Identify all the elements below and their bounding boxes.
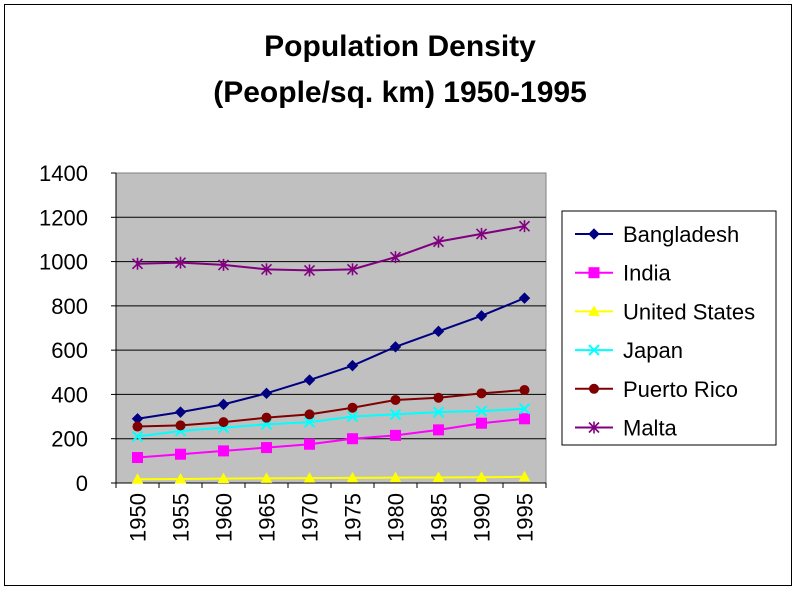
point-japan bbox=[518, 403, 531, 415]
point-malta bbox=[174, 256, 187, 269]
point-united-states bbox=[217, 472, 230, 484]
point-india bbox=[433, 424, 444, 436]
legend-marker-bangladesh bbox=[588, 228, 600, 240]
point-japan bbox=[475, 405, 488, 417]
point-malta bbox=[346, 263, 359, 276]
point-puerto-rico bbox=[261, 412, 272, 423]
series-line-united-states bbox=[137, 475, 525, 481]
x-tick-label: 1970 bbox=[298, 493, 323, 542]
point-japan bbox=[432, 406, 445, 418]
legend-label-bangladesh: Bangladesh bbox=[623, 222, 739, 247]
point-india bbox=[304, 438, 315, 450]
x-tick-label: 1990 bbox=[470, 493, 495, 542]
point-puerto-rico bbox=[347, 402, 358, 413]
x-tick-label: 1985 bbox=[427, 493, 452, 542]
point-india bbox=[347, 433, 358, 445]
point-bangladesh bbox=[518, 292, 531, 304]
point-india bbox=[261, 442, 272, 454]
point-japan bbox=[389, 408, 402, 421]
series-line-malta bbox=[137, 225, 525, 272]
y-tick-label: 400 bbox=[51, 382, 88, 407]
legend-marker-japan bbox=[588, 344, 600, 356]
y-tick-label: 1200 bbox=[39, 205, 88, 230]
point-bangladesh bbox=[475, 310, 488, 322]
point-japan bbox=[346, 410, 359, 423]
y-tick-label: 800 bbox=[51, 294, 88, 319]
legend-label-japan: Japan bbox=[623, 338, 683, 363]
series-line-japan bbox=[137, 407, 525, 438]
series-line-india bbox=[137, 417, 525, 459]
legend-label-puerto-rico: Puerto Rico bbox=[623, 377, 738, 402]
legend-label-united-states: United States bbox=[623, 299, 755, 324]
point-bangladesh bbox=[217, 398, 230, 411]
y-tick-label: 0 bbox=[76, 471, 88, 496]
chart-title-line-2: (People/sq. km) 1950-1995 bbox=[213, 76, 587, 109]
point-bangladesh bbox=[389, 341, 402, 353]
point-malta bbox=[475, 227, 488, 240]
y-tick-label: 1400 bbox=[39, 161, 88, 186]
point-puerto-rico bbox=[433, 392, 444, 403]
point-malta bbox=[217, 258, 230, 271]
point-malta bbox=[260, 263, 273, 276]
point-japan bbox=[303, 416, 316, 428]
point-united-states bbox=[432, 471, 445, 482]
point-puerto-rico bbox=[476, 388, 487, 399]
point-india bbox=[132, 452, 143, 464]
x-tick-label: 1955 bbox=[169, 493, 194, 542]
point-bangladesh bbox=[432, 325, 445, 338]
point-united-states bbox=[174, 472, 187, 484]
y-tick-label: 600 bbox=[51, 338, 88, 363]
point-puerto-rico bbox=[175, 420, 186, 431]
legend-marker-united-states bbox=[588, 305, 600, 316]
point-india bbox=[390, 429, 401, 441]
point-bangladesh bbox=[174, 406, 187, 418]
point-united-states bbox=[260, 472, 273, 483]
point-puerto-rico bbox=[304, 409, 315, 420]
legend-marker-malta bbox=[588, 421, 600, 434]
series-line-bangladesh bbox=[137, 297, 525, 420]
x-tick-label: 1995 bbox=[513, 493, 538, 542]
point-india bbox=[519, 413, 530, 425]
point-puerto-rico bbox=[218, 417, 229, 428]
point-bangladesh bbox=[260, 387, 273, 400]
point-united-states bbox=[518, 470, 531, 482]
point-puerto-rico bbox=[519, 385, 530, 395]
point-india bbox=[476, 417, 487, 429]
legend-label-india: India bbox=[623, 261, 671, 286]
point-malta bbox=[518, 220, 531, 233]
point-malta bbox=[131, 257, 144, 270]
point-united-states bbox=[346, 471, 359, 483]
series-line-puerto-rico bbox=[137, 389, 525, 428]
point-india bbox=[175, 448, 186, 460]
point-malta bbox=[389, 251, 402, 264]
point-bangladesh bbox=[346, 359, 359, 372]
x-tick-label: 1965 bbox=[255, 493, 280, 542]
point-united-states bbox=[389, 471, 402, 483]
legend-box bbox=[561, 210, 777, 446]
plot-area bbox=[115, 172, 547, 484]
point-united-states bbox=[131, 473, 144, 484]
x-tick-label: 1950 bbox=[126, 493, 151, 542]
point-puerto-rico bbox=[390, 394, 401, 405]
point-bangladesh bbox=[303, 374, 316, 386]
point-malta bbox=[432, 235, 445, 248]
point-japan bbox=[131, 430, 144, 443]
y-tick-label: 1000 bbox=[39, 250, 88, 275]
point-malta bbox=[303, 264, 316, 277]
chart-title-line-1: Population Density bbox=[264, 30, 536, 63]
legend-marker-puerto-rico bbox=[589, 383, 599, 394]
point-united-states bbox=[303, 472, 316, 483]
x-tick-label: 1980 bbox=[384, 493, 409, 542]
y-tick-label: 200 bbox=[51, 427, 88, 452]
point-india bbox=[218, 445, 229, 457]
x-tick-label: 1960 bbox=[212, 493, 237, 542]
legend-marker-india bbox=[588, 267, 600, 279]
point-puerto-rico bbox=[132, 421, 143, 432]
point-united-states bbox=[475, 471, 488, 482]
legend-label-malta: Malta bbox=[623, 416, 678, 441]
x-tick-label: 1975 bbox=[341, 493, 366, 542]
